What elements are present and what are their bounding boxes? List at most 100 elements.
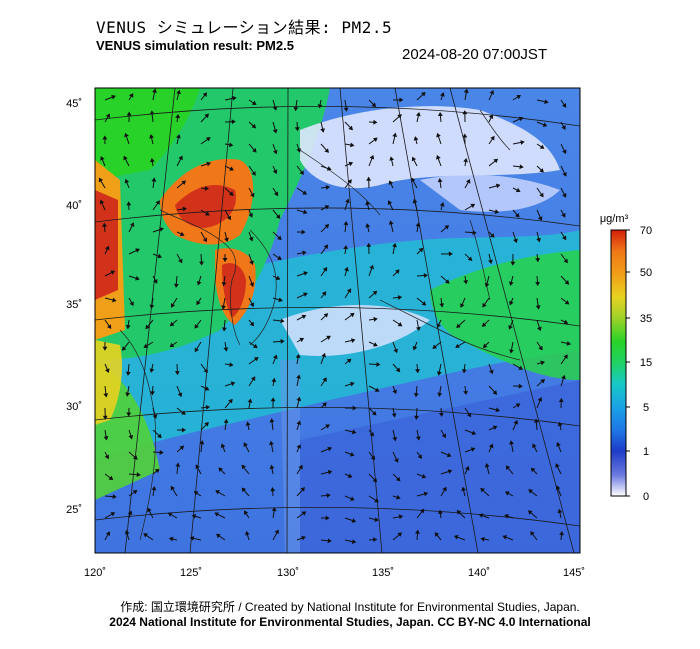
colorbar-tick: 1 (643, 446, 649, 458)
wind-arrow-head (193, 491, 199, 496)
wind-arrow-head (143, 343, 149, 348)
wind-arrow-head (344, 266, 349, 272)
colorbar-tick: 0 (643, 491, 649, 503)
wind-arrow-head (241, 464, 247, 470)
wind-arrow-head (562, 149, 567, 155)
wind-arrow-head (437, 509, 443, 515)
wind-arrow-head (223, 418, 229, 424)
wind-arrow-head (535, 305, 541, 310)
wind-arrow-head (322, 377, 327, 383)
wind-arrow-head (463, 390, 469, 395)
wind-arrow-head (223, 347, 229, 352)
wind-arrow-head (191, 513, 197, 519)
wind-arrow-head (298, 464, 303, 470)
wind-arrow-head (461, 486, 466, 492)
wind-arrow-head (456, 323, 461, 329)
wind-arrow-head (495, 183, 501, 189)
wind-arrow-head (195, 464, 200, 470)
wind-arrow-head (126, 201, 132, 206)
wind-arrow-head (413, 393, 419, 398)
wind-arrow-head (247, 398, 253, 403)
wind-arrow-head (125, 392, 131, 397)
wind-arrow-head (393, 348, 398, 354)
wind-arrow-head (226, 215, 232, 221)
wind-arrow-head (221, 305, 226, 310)
wind-arrow-head (250, 376, 256, 382)
wind-arrow-head (296, 444, 302, 449)
wind-arrow-head (561, 125, 566, 130)
wind-arrow-head (199, 261, 204, 266)
wind-arrow-head (167, 512, 173, 517)
wind-arrow-head (374, 387, 380, 392)
wind-arrow-head (415, 222, 421, 227)
wind-arrow-head (251, 171, 256, 176)
wind-arrow-head (518, 365, 524, 370)
wind-arrow-head (157, 253, 162, 259)
wind-arrow-head (513, 238, 518, 244)
wind-arrow-head (194, 323, 199, 329)
wind-arrow-head (539, 168, 544, 173)
wind-arrow-head (514, 212, 520, 218)
wind-arrow-head (194, 347, 200, 353)
wind-arrow-head (228, 142, 234, 148)
wind-arrow-head (533, 418, 539, 423)
wind-arrow-head (365, 200, 370, 206)
wind-arrow-head (221, 327, 227, 332)
wind-arrow-head (347, 473, 353, 478)
wind-arrow-head (111, 94, 116, 100)
wind-arrow-head (214, 512, 219, 517)
wind-arrow-head (343, 107, 349, 112)
wind-arrow-head (168, 536, 174, 542)
wind-arrow-head (245, 421, 251, 426)
wind-arrow-head (322, 402, 327, 407)
wind-arrow-head (177, 392, 183, 398)
wind-arrow-head (440, 92, 445, 97)
wind-arrow-head (130, 222, 135, 227)
wind-arrow-head (392, 436, 398, 442)
wind-arrow-head (302, 250, 307, 256)
wind-arrow-head (539, 192, 544, 198)
wind-arrow-head (110, 270, 116, 275)
wind-arrow-head (175, 462, 181, 467)
wind-arrow-head (398, 514, 404, 520)
wind-arrow-head (299, 337, 305, 343)
wind-arrow-head (351, 518, 357, 523)
wind-arrow-head (124, 132, 129, 138)
wind-arrow-head (444, 225, 450, 230)
wind-arrow-head (532, 443, 537, 449)
wind-arrow-head (538, 345, 543, 351)
wind-arrow-head (324, 224, 330, 229)
wind-arrow-head (472, 230, 477, 236)
wind-arrow-head (482, 302, 487, 308)
wind-arrow-head (277, 235, 282, 241)
wind-arrow-head (99, 199, 105, 205)
wind-arrow-head (169, 321, 175, 327)
wind-arrow-head (149, 110, 155, 115)
wind-arrow-head (251, 123, 257, 129)
wind-arrow-head (347, 179, 352, 184)
wind-arrow-head (127, 510, 133, 515)
wind-arrow-head (203, 368, 208, 374)
wind-arrow-head (438, 412, 444, 417)
wind-arrow-head (218, 467, 223, 472)
wind-arrow-head (537, 396, 543, 402)
wind-arrow-head (488, 259, 493, 265)
wind-arrow-head (133, 455, 138, 460)
wind-arrow-head (129, 301, 134, 307)
wind-arrow-head (394, 458, 399, 463)
wind-arrow-head (470, 447, 476, 452)
wind-arrow-head (412, 198, 418, 204)
wind-arrow-head (152, 414, 158, 420)
wind-arrow-head (555, 463, 560, 468)
wind-arrow-head (317, 104, 323, 109)
wind-arrow-head (202, 92, 208, 97)
wind-arrow-head (303, 271, 308, 276)
wind-arrow-head (515, 187, 521, 193)
wind-arrow-head (395, 476, 401, 482)
wind-arrow-head (453, 534, 459, 540)
wind-arrow-head (169, 342, 175, 348)
wind-arrow-head (537, 216, 543, 221)
wind-arrow-head (104, 368, 110, 373)
wind-arrow-head (463, 279, 469, 285)
wind-arrow-head (271, 377, 277, 383)
